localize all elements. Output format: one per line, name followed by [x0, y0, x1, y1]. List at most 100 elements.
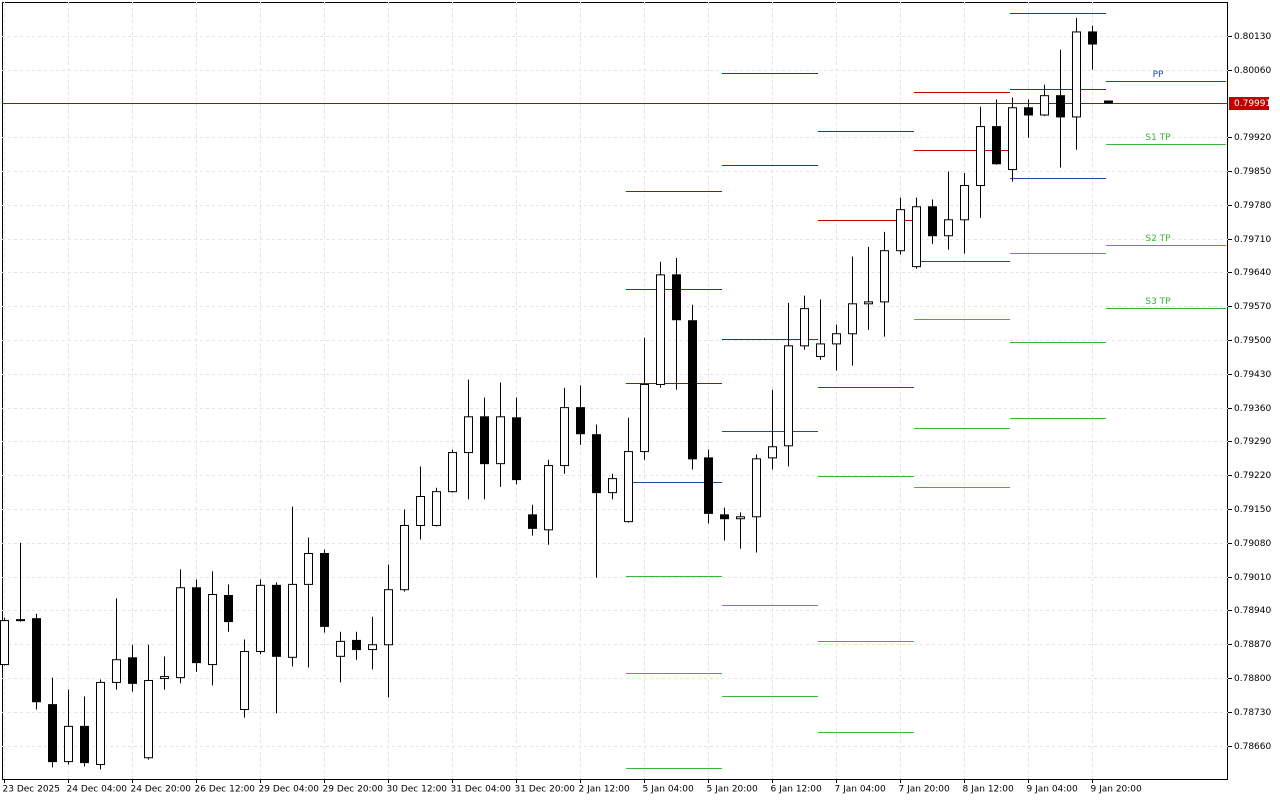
candle-body: [992, 126, 1001, 165]
candle-body: [592, 434, 601, 494]
candle-body: [128, 657, 137, 684]
y-tick-label: 0.79220: [1234, 471, 1271, 481]
candle-body: [672, 274, 681, 321]
candle-body: [288, 583, 297, 658]
candle-body: [384, 589, 393, 646]
candle-body: [848, 303, 857, 335]
x-tick-label: 29 Dec 20:00: [323, 785, 384, 795]
y-tick-label: 0.79080: [1234, 539, 1271, 549]
y-tick-label: 0.79850: [1234, 167, 1271, 177]
candle-body: [16, 619, 25, 622]
y-tick-label: 0.79360: [1234, 404, 1271, 414]
candle-body: [1008, 107, 1017, 171]
candle-body: [240, 651, 249, 710]
candle-body: [224, 594, 233, 623]
candle-body: [1024, 107, 1033, 116]
candle-body: [1072, 31, 1081, 118]
candle-body: [176, 587, 185, 679]
candle-body: [912, 206, 921, 268]
x-tick-label: 7 Jan 04:00: [835, 785, 887, 795]
x-tick-label: 29 Dec 04:00: [259, 785, 320, 795]
y-tick-label: 0.80060: [1234, 66, 1271, 76]
candle-body: [768, 446, 777, 459]
candle-body: [0, 620, 9, 666]
y-tick-label: 0.79150: [1234, 505, 1271, 515]
candle-body: [960, 185, 969, 221]
candle-body: [480, 416, 489, 465]
y-tick-label: 0.79290: [1234, 437, 1271, 447]
candle-body: [976, 126, 985, 187]
candle-body: [80, 725, 89, 764]
y-tick-label: 0.78940: [1234, 606, 1271, 616]
y-tick-label: 0.79430: [1234, 370, 1271, 380]
candle-body: [32, 618, 41, 703]
candle-body: [1104, 100, 1113, 104]
candle-body: [336, 640, 345, 657]
candle-body: [544, 465, 553, 531]
y-tick-label: 0.79570: [1234, 302, 1271, 312]
x-tick-label: 9 Jan 20:00: [1091, 785, 1143, 795]
x-tick-label: 7 Jan 20:00: [899, 785, 951, 795]
candle-body: [96, 681, 105, 766]
y-tick-label: 0.79780: [1234, 201, 1271, 211]
candle-body: [800, 308, 809, 347]
y-tick-label: 0.78730: [1234, 708, 1271, 718]
candle-body: [896, 209, 905, 252]
candle-body: [640, 383, 649, 453]
y-tick-label: 0.80130: [1234, 32, 1271, 42]
candle-body: [784, 345, 793, 447]
candle-body: [448, 452, 457, 493]
candle-body: [704, 457, 713, 514]
candle-body: [736, 516, 745, 520]
y-tick-label: 0.79500: [1234, 336, 1271, 346]
y-tick-label: 0.79920: [1234, 133, 1271, 143]
candle-body: [208, 594, 217, 666]
candle-body: [464, 416, 473, 454]
pivot-label: PP: [1153, 70, 1164, 80]
x-tick-label: 26 Dec 12:00: [195, 785, 256, 795]
x-tick-label: 31 Dec 04:00: [451, 785, 512, 795]
candle-body: [416, 495, 425, 526]
y-tick-label: 0.79640: [1234, 268, 1271, 278]
candle-body: [160, 676, 169, 680]
candle-body: [1088, 31, 1097, 45]
candle-body: [608, 478, 617, 494]
candle-body: [192, 587, 201, 664]
candle-body: [304, 552, 313, 585]
y-tick-label: 0.78870: [1234, 640, 1271, 650]
candle-body: [944, 219, 953, 237]
candle-body: [576, 407, 585, 435]
y-tick-label: 0.78800: [1234, 674, 1271, 684]
candle-body: [432, 491, 441, 526]
x-tick-label: 24 Dec 04:00: [67, 785, 128, 795]
candle-body: [832, 333, 841, 345]
candle-body: [816, 343, 825, 357]
candle-body: [880, 250, 889, 303]
candle-body: [352, 639, 361, 651]
candle-body: [528, 514, 537, 529]
x-tick-label: 5 Jan 20:00: [707, 785, 759, 795]
support-label: S2 TP: [1145, 234, 1171, 244]
candle-body: [656, 274, 665, 385]
candle-body: [64, 725, 73, 763]
candle-body: [368, 644, 377, 651]
candle-body: [144, 679, 153, 759]
x-tick-label: 9 Jan 04:00: [1027, 785, 1079, 795]
candle-body: [864, 301, 873, 305]
current-price-tag: [1229, 97, 1269, 110]
candle-body: [320, 552, 329, 627]
support-label: S1 TP: [1145, 133, 1171, 143]
candle-body: [1056, 95, 1065, 118]
candle-body: [624, 451, 633, 523]
candle-body: [1040, 95, 1049, 116]
candle-body: [496, 416, 505, 465]
x-tick-label: 5 Jan 04:00: [643, 785, 695, 795]
candle-body: [560, 407, 569, 467]
candle-body: [272, 584, 281, 657]
plot-frame: [2, 2, 1228, 780]
candle-body: [400, 524, 409, 591]
y-tick-label: 0.79010: [1234, 573, 1271, 583]
support-label: S3 TP: [1145, 297, 1171, 307]
x-tick-label: 8 Jan 12:00: [963, 785, 1015, 795]
